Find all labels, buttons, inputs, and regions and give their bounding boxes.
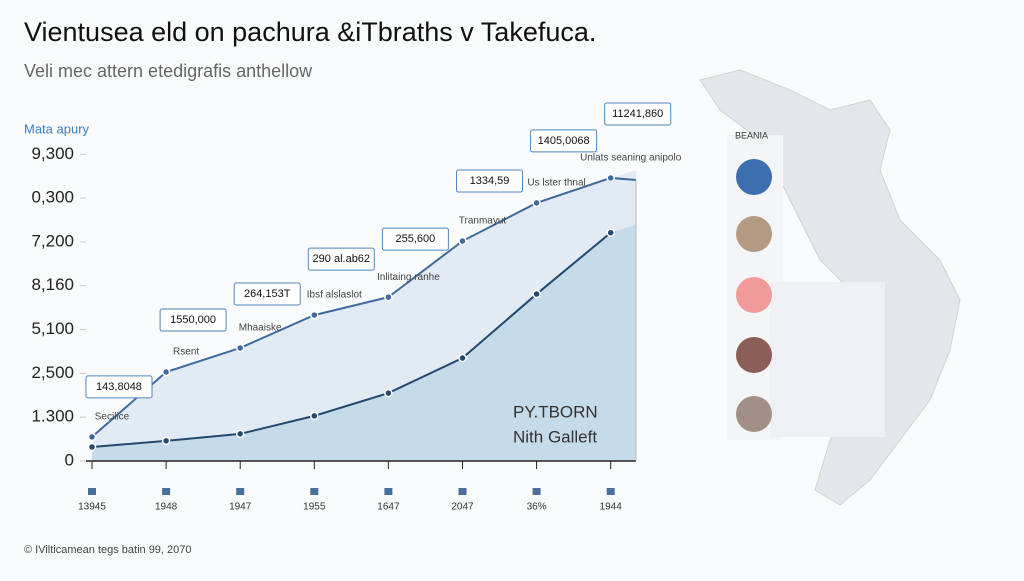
y-tick-label: 0 [65,450,74,469]
y-tick-label: 5,100 [31,319,74,338]
callout-note: Tranmayut [459,216,507,227]
callout-value: 264,153T [244,288,291,300]
callout-note: Ibsf alslaslot [307,290,362,301]
y-tick-label: 1.300 [31,407,74,426]
point [458,236,467,246]
point [235,343,245,353]
callout-note: Unlats seaning anipolo [580,153,682,164]
map [699,69,961,506]
point [384,388,393,398]
y-tick-label: 2,500 [31,363,74,382]
line [91,231,612,448]
callout-box [530,129,598,153]
point [532,198,541,208]
x-icon [236,488,245,495]
point [606,173,615,183]
map-label: BEANIA [735,130,768,140]
x-tick-label: 13945 [78,502,106,513]
x-icon [458,488,467,495]
callout-value: 290 al.ab62 [313,253,371,265]
x-tick-label: 36% [527,502,547,513]
point [532,289,541,299]
point [235,429,245,439]
y-tick-label: 7,200 [31,231,74,250]
x-icon [532,488,541,495]
callout-value: 1550,000 [170,314,216,326]
x-icon [310,488,319,495]
y-tick-label: 9,300 [31,144,74,163]
callout-box [307,247,375,271]
x-tick-label: 1647 [377,502,400,513]
x-icon [606,488,615,495]
point [458,353,467,363]
chart-title: Vientusea eld on pachura &iTbraths v Tak… [24,17,596,47]
x-tick-label: 1944 [600,502,623,513]
x-icon [162,488,171,495]
icon [736,159,772,195]
icon [736,277,772,313]
point [161,367,171,377]
callout-value: 11241,860 [612,108,663,120]
series-name: Nith Galleft [513,427,597,446]
x-icon [88,488,96,495]
callout-note: Rsent [173,347,199,358]
y-axis-label: Mata apury [24,121,90,136]
x-tick-label: 1948 [155,502,178,513]
point [87,442,97,452]
callout-note: Us lster thnal [527,178,585,189]
icon [736,396,772,432]
callout-box [233,282,301,306]
x-tick-label: 1955 [303,502,326,513]
callout-value: 1405,0068 [538,135,590,147]
callout-value: 143,8048 [96,381,142,393]
footer: © IVilticamean tegs batin 99, 2070 [24,544,192,556]
point [87,432,97,442]
point [310,310,319,320]
callout-note: Secilice [95,412,130,423]
area [92,224,636,461]
callout-box [604,102,672,126]
point [310,411,319,421]
callout-box [85,375,153,399]
x-icon [384,488,393,495]
icon [736,337,772,373]
map-inset [770,282,885,437]
callout-note: Inlitaing ranhe [377,272,440,283]
x-tick-label: 1947 [229,502,252,513]
icon [736,216,772,252]
callout-box [159,308,227,332]
y-tick-label: 8,160 [31,275,74,294]
point [161,436,171,446]
point [384,292,393,302]
callout-value: 1334,59 [470,175,510,187]
callout-note: Mhaaiske [239,323,282,334]
point [606,228,615,237]
callout-box [381,227,449,251]
callout-value: 255,600 [396,233,436,245]
callout-box [456,169,523,193]
chart-subtitle: Veli mec attern etedigrafis anthellow [24,61,313,81]
series-name: PY.TBORN [513,402,598,421]
x-tick-label: 2047 [451,502,474,513]
y-tick-label: 0,300 [31,188,74,207]
